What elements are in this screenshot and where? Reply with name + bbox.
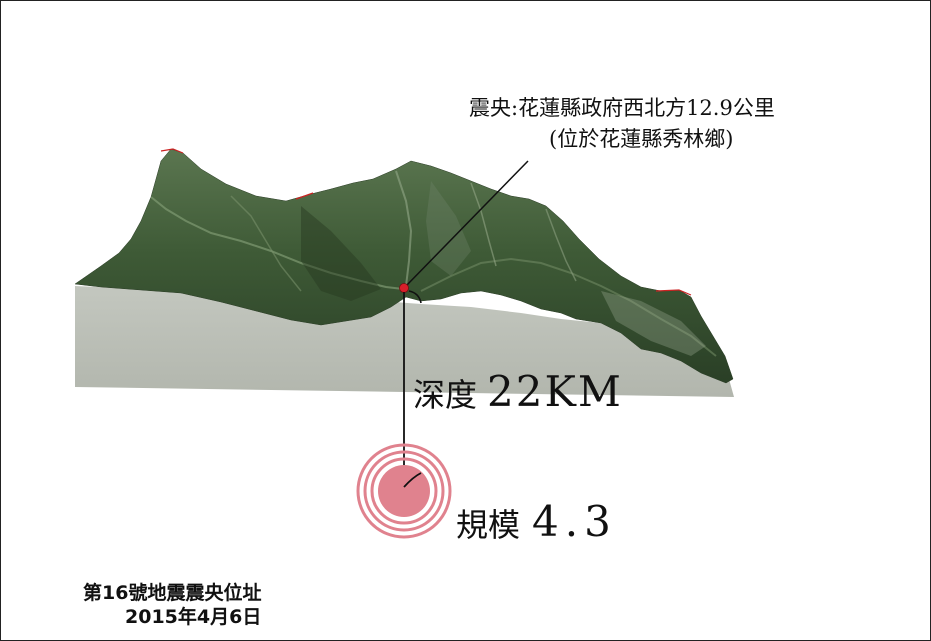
magnitude-caption: 規模 (456, 506, 521, 544)
ridge-line (545, 208, 577, 282)
epicenter-arc (408, 290, 422, 304)
magnitude-label: 規模 4.3 (456, 497, 617, 546)
magnitude-value: 4.3 (532, 497, 617, 546)
epicenter-leader-line (404, 160, 529, 288)
depth-caption: 深度 (413, 376, 478, 414)
hypocenter-rings (356, 443, 452, 539)
figure-caption: 第16號地震震央位址 2015年4月6日 (83, 581, 313, 629)
depth-value: 22KM (487, 367, 623, 416)
caption-date: 2015年4月6日 (125, 606, 262, 628)
ridge-line (420, 257, 717, 357)
caption-title: 第16號地震震央位址 (83, 582, 262, 604)
terrain-edge-trace (160, 148, 184, 154)
ridge-line (230, 195, 302, 292)
valley-shade (601, 291, 706, 356)
epicenter-township-text: (位於花蓮縣秀林鄉) (549, 127, 734, 151)
valley-shade (426, 181, 471, 276)
epicenter-marker (399, 283, 409, 293)
depth-label: 深度 22KM (413, 367, 623, 416)
terrain-edge-trace (295, 192, 314, 200)
ridge-line (470, 182, 497, 267)
terrain-edge-trace (655, 289, 692, 296)
epicenter-label: 震央:花蓮縣政府西北方12.9公里 (位於花蓮縣秀林鄉) (469, 93, 775, 155)
valley-shade (301, 206, 381, 301)
hypocenter-arc (403, 472, 422, 488)
epicenter-location-text: 震央:花蓮縣政府西北方12.9公里 (469, 96, 775, 120)
ridge-line (395, 170, 413, 287)
ridge-line (150, 196, 404, 290)
